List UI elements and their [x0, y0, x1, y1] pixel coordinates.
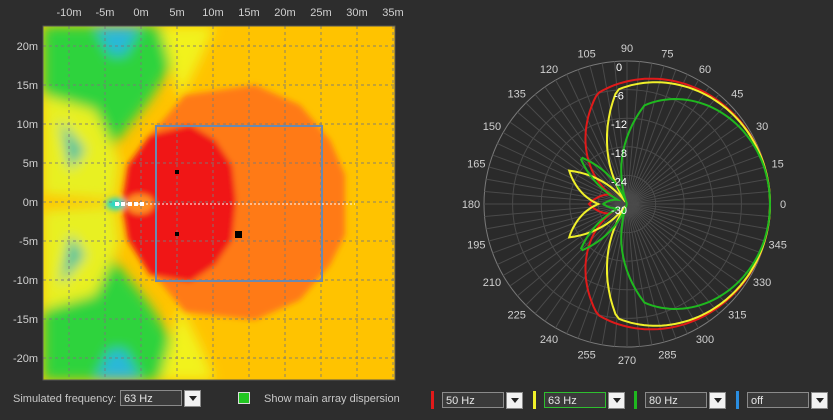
polar-curve-80hz — [579, 97, 772, 311]
blue-series-swatch — [736, 391, 739, 409]
show-dispersion-checkbox[interactable] — [238, 392, 250, 404]
y-tick: 10m — [17, 119, 38, 131]
y-tick: 15m — [17, 80, 38, 92]
polar-angle-label: 180 — [462, 199, 480, 211]
polar-angle-label: 150 — [483, 121, 501, 133]
polar-db-labels: 0 -6 -12 -18 -24 -30 — [611, 62, 627, 217]
simulated-frequency-dropdown-button[interactable] — [184, 390, 201, 407]
x-tick: 35m — [382, 7, 403, 19]
chevron-down-icon — [815, 398, 824, 403]
polar-curves — [567, 77, 772, 331]
spl-heatmap — [43, 26, 395, 380]
polar-angle-label: 285 — [658, 350, 676, 362]
polar-db-label: -6 — [614, 91, 624, 103]
x-tick: 15m — [238, 7, 259, 19]
polar-angle-label: 300 — [696, 334, 714, 346]
y-tick: -5m — [19, 236, 38, 248]
polar-angle-label: 330 — [753, 277, 771, 289]
y-tick: 5m — [23, 158, 38, 170]
y-tick: 20m — [17, 41, 38, 53]
polar-frequency-dropdown-blue[interactable] — [811, 392, 828, 409]
x-tick: 30m — [346, 7, 367, 19]
x-tick: -10m — [56, 7, 81, 19]
polar-angle-label: 210 — [483, 277, 501, 289]
polar-angle-label: 240 — [540, 334, 558, 346]
polar-frequency-select-red[interactable]: 50 Hz — [442, 392, 504, 408]
chevron-down-icon — [713, 398, 722, 403]
x-tick: 10m — [202, 7, 223, 19]
polar-db-label: -24 — [611, 176, 627, 188]
source-marker[interactable] — [175, 170, 179, 174]
x-tick: 20m — [274, 7, 295, 19]
show-dispersion-label: Show main array dispersion — [264, 393, 400, 405]
measurement-point-marker[interactable] — [235, 231, 242, 238]
x-tick: 25m — [310, 7, 331, 19]
polar-db-label: -30 — [611, 205, 627, 217]
polar-angle-label: 225 — [508, 309, 526, 321]
polar-angle-label: 135 — [508, 89, 526, 101]
source-marker[interactable] — [175, 232, 179, 236]
polar-db-label: -18 — [611, 148, 627, 160]
y-axis-ticks: 20m 15m 10m 5m 0m -5m -10m -15m -20m — [13, 41, 38, 365]
polar-db-label: -12 — [611, 119, 627, 131]
y-tick: 0m — [23, 197, 38, 209]
simulated-frequency-label: Simulated frequency: — [13, 393, 117, 405]
polar-frequency-select-blue[interactable]: off — [747, 392, 809, 408]
yellow-series-swatch — [533, 391, 536, 409]
chevron-down-icon — [510, 398, 519, 403]
x-tick: 0m — [133, 7, 148, 19]
polar-angle-label: 165 — [467, 159, 485, 171]
red-series-swatch — [431, 391, 434, 409]
polar-curve-63hz — [567, 81, 772, 327]
x-tick: -5m — [96, 7, 115, 19]
polar-angle-label: 45 — [731, 89, 743, 101]
polar-angle-label: 105 — [577, 48, 595, 60]
simulated-frequency-select[interactable]: 63 Hz — [120, 390, 182, 406]
polar-angle-label: 345 — [769, 239, 787, 251]
y-tick: -15m — [13, 314, 38, 326]
green-series-swatch — [634, 391, 637, 409]
polar-angle-label: 30 — [756, 121, 768, 133]
polar-dispersion-panel: 0 15 30 45 60 75 90 105 120 135 150 165 180 195 210 225… — [430, 40, 820, 375]
y-tick: -10m — [13, 275, 38, 287]
polar-frequency-dropdown-red[interactable] — [506, 392, 523, 409]
spl-map[interactable]: -10m -5m 0m 5m 10m 15m 20m 25m 30m 35m 2… — [0, 0, 410, 385]
polar-angle-label: 75 — [661, 48, 673, 60]
polar-angle-label: 315 — [728, 309, 746, 321]
chevron-down-icon — [188, 396, 197, 401]
polar-angle-label: 60 — [699, 64, 711, 76]
spl-map-panel: -10m -5m 0m 5m 10m 15m 20m 25m 30m 35m 2… — [0, 0, 410, 385]
polar-frequency-dropdown-yellow[interactable] — [608, 392, 625, 409]
main-array[interactable] — [115, 202, 144, 206]
polar-angle-label: 15 — [772, 159, 784, 171]
polar-frequency-select-green[interactable]: 80 Hz — [645, 392, 707, 408]
polar-angle-label: 270 — [618, 355, 636, 367]
polar-angle-label: 255 — [577, 350, 595, 362]
x-tick: 5m — [169, 7, 184, 19]
polar-curve-50hz — [584, 77, 772, 331]
polar-angle-label: 195 — [467, 239, 485, 251]
polar-angle-label: 0 — [780, 199, 786, 211]
x-axis-ticks: -10m -5m 0m 5m 10m 15m 20m 25m 30m 35m — [56, 7, 403, 19]
polar-frequency-dropdown-green[interactable] — [709, 392, 726, 409]
polar-db-label: 0 — [616, 62, 622, 74]
polar-plot: 0 15 30 45 60 75 90 105 120 135 150 165 180 195 210 225… — [462, 43, 787, 367]
chevron-down-icon — [612, 398, 621, 403]
polar-angle-labels: 0 15 30 45 60 75 90 105 120 135 150 165 180 195 210 225… — [462, 43, 787, 367]
polar-angle-label: 120 — [540, 64, 558, 76]
y-tick: -20m — [13, 353, 38, 365]
polar-angle-label: 90 — [621, 43, 633, 55]
polar-frequency-select-yellow[interactable]: 63 Hz — [544, 392, 606, 408]
